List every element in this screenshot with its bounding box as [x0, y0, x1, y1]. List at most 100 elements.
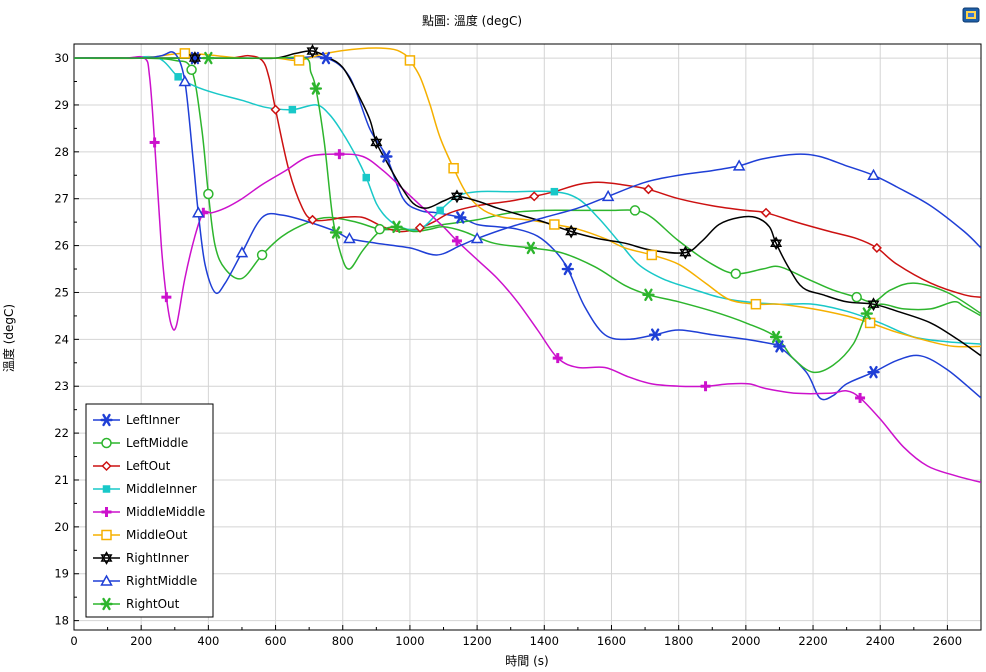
- series-marker-leftmiddle: [851, 291, 862, 303]
- x-tick-label: 2600: [933, 634, 962, 648]
- series-marker-leftinner: [454, 211, 467, 224]
- series-marker-middleinner: [550, 187, 559, 196]
- legend-marker-rightinner: [100, 551, 113, 565]
- legend-label: RightMiddle: [126, 574, 197, 588]
- series-marker-middlemiddle: [552, 353, 563, 364]
- series-line-leftmiddle: [74, 57, 981, 315]
- series-marker-rightinner: [306, 44, 319, 58]
- series-marker-middleinner: [288, 105, 297, 114]
- legend-item-rightmiddle: RightMiddle: [93, 574, 197, 588]
- legend-label: RightOut: [126, 597, 180, 611]
- x-tick-label: 600: [265, 634, 287, 648]
- y-tick-label: 23: [54, 379, 69, 393]
- x-tick-label: 1200: [462, 634, 491, 648]
- series-marker-rightmiddle: [178, 74, 192, 87]
- series-marker-middleout: [750, 298, 762, 310]
- x-axis-title: 時間 (s): [505, 654, 548, 668]
- series-marker-rightout: [524, 241, 538, 255]
- legend-item-rightinner: RightInner: [93, 551, 189, 565]
- x-tick-label: 1000: [395, 634, 424, 648]
- series-marker-leftinner: [319, 51, 333, 65]
- series-marker-rightmiddle: [601, 189, 615, 202]
- series-marker-middlemiddle: [855, 392, 866, 403]
- y-tick-label: 25: [54, 285, 69, 299]
- series-marker-rightout: [309, 82, 323, 95]
- legend-marker-middleinner: [102, 485, 111, 493]
- plot-frame: [73, 43, 982, 631]
- series-marker-middleout: [549, 219, 560, 230]
- y-tick-label: 27: [54, 192, 69, 206]
- series-marker-leftmiddle: [629, 205, 641, 216]
- y-axis-title: 溫度 (degC): [1, 304, 16, 372]
- series-marker-leftinner: [648, 328, 662, 341]
- series-marker-middleinner: [174, 73, 182, 81]
- y-tick-label: 28: [54, 145, 69, 159]
- series-marker-middlemiddle: [700, 381, 711, 392]
- y-tick-label: 26: [54, 239, 69, 253]
- series-marker-leftinner: [561, 262, 575, 276]
- legend-label: RightInner: [126, 551, 189, 565]
- legend-marker-rightout: [100, 597, 113, 611]
- series-marker-leftout: [871, 242, 882, 253]
- series-line-leftinner: [74, 55, 981, 401]
- legend-label: LeftInner: [126, 413, 180, 427]
- series-marker-leftout: [760, 207, 772, 218]
- legend-marker-leftout: [101, 460, 112, 472]
- y-tick-label: 30: [54, 51, 69, 65]
- series-marker-leftmiddle: [730, 268, 742, 279]
- series-marker-leftmiddle: [203, 188, 214, 200]
- legend-item-leftmiddle: LeftMiddle: [93, 436, 188, 450]
- x-tick-label: 1400: [530, 634, 559, 648]
- series-marker-rightmiddle: [732, 159, 746, 171]
- legend-item-leftinner: LeftInner: [93, 413, 180, 427]
- series-marker-leftmiddle: [186, 64, 197, 76]
- series-marker-rightinner: [565, 224, 578, 239]
- legend-label: MiddleInner: [126, 482, 197, 496]
- series-marker-leftinner: [867, 365, 880, 379]
- series-line-middleout: [74, 47, 981, 348]
- legend-item-rightout: RightOut: [93, 597, 180, 611]
- series-marker-middlemiddle: [451, 235, 462, 246]
- legend-label: LeftOut: [126, 459, 171, 473]
- legend-label: LeftMiddle: [126, 436, 188, 450]
- series-marker-rightout: [329, 226, 343, 239]
- y-tick-label: 22: [54, 426, 69, 440]
- series-line-rightmiddle: [74, 51, 981, 295]
- series-marker-rightout: [769, 330, 783, 344]
- legend-item-middleinner: MiddleInner: [93, 482, 197, 496]
- y-tick-label: 24: [54, 332, 69, 346]
- legend-item-middleout: MiddleOut: [93, 528, 188, 542]
- series-marker-rightmiddle: [192, 206, 205, 218]
- series-marker-rightout: [202, 51, 215, 65]
- x-tick-label: 400: [197, 634, 219, 648]
- series-marker-rightmiddle: [235, 246, 249, 258]
- x-tick-label: 800: [332, 634, 354, 648]
- x-tick-label: 1600: [597, 634, 626, 648]
- axis-ticks: 0 200 400 600 800 1000 1200 1400 1600 1800 2000 220…: [54, 51, 962, 648]
- series-marker-leftout: [270, 104, 281, 115]
- x-tick-label: 2200: [798, 634, 827, 648]
- y-tick-label: 18: [54, 614, 69, 628]
- series-marker-leftinner: [773, 340, 786, 353]
- series-marker-middleout: [448, 162, 459, 174]
- series-marker-rightmiddle: [470, 232, 484, 244]
- y-tick-label: 29: [54, 98, 69, 112]
- legend-marker-middleout: [101, 529, 112, 541]
- x-tick-label: 200: [130, 634, 152, 648]
- legend-label: MiddleMiddle: [126, 505, 205, 519]
- x-tick-label: 1800: [664, 634, 693, 648]
- series-marker-rightinner: [679, 245, 692, 260]
- x-tick-label: 0: [70, 634, 77, 648]
- series-marker-rightmiddle: [343, 232, 356, 244]
- series-marker-leftout: [307, 214, 318, 225]
- series-marker-rightinner: [450, 189, 463, 204]
- series-marker-leftmiddle: [374, 223, 385, 235]
- series-line-middlemiddle: [74, 55, 981, 484]
- export-icon[interactable]: [962, 7, 980, 23]
- series-marker-middlemiddle: [149, 137, 160, 148]
- series-marker-leftout: [414, 222, 426, 233]
- series-marker-rightout: [642, 288, 655, 302]
- chart-title: 點圖: 溫度 (degC): [422, 13, 522, 28]
- series-marker-leftmiddle: [256, 249, 268, 261]
- series-marker-rightinner: [188, 51, 201, 65]
